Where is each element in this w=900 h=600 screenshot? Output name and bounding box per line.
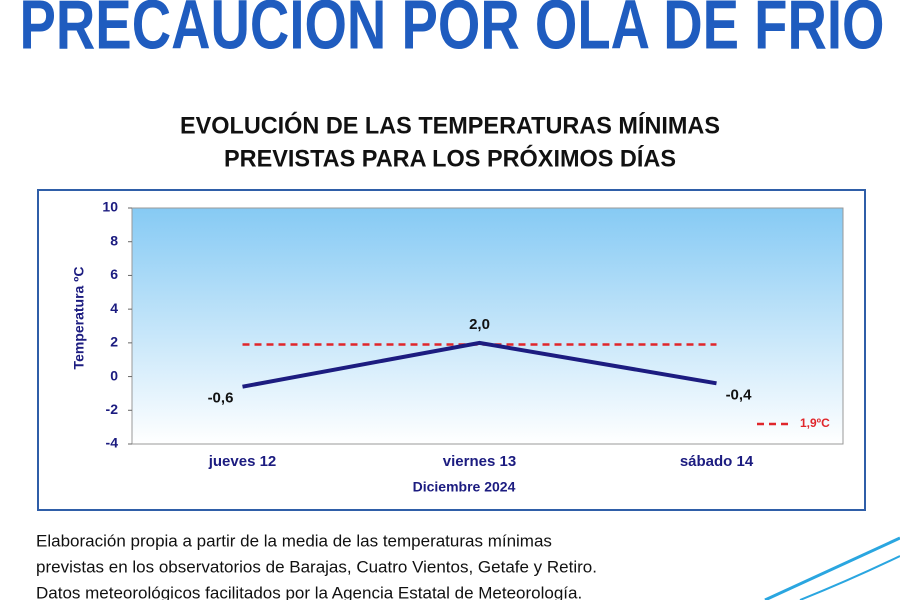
y-tick-label: 4 xyxy=(110,300,118,316)
x-tick-label: jueves 12 xyxy=(208,453,277,470)
data-line xyxy=(242,340,717,389)
plot-area xyxy=(131,207,844,445)
y-tick-label: 8 xyxy=(110,232,118,248)
y-tick-label: 2 xyxy=(110,334,118,350)
chart-title: PREVISTAS PARA LOS PRÓXIMOS DÍAS xyxy=(224,144,676,172)
x-tick-label: viernes 13 xyxy=(443,453,516,470)
legend-label: 1,9ºC xyxy=(800,416,830,430)
footnote-line: Datos meteorológicos facilitados por la … xyxy=(36,583,582,600)
header-title: PRECAUCIÓN POR OLA DE FRÍO xyxy=(20,0,885,63)
y-tick-label: -4 xyxy=(106,435,119,451)
value-label: -0,4 xyxy=(726,386,753,403)
y-tick-label: 0 xyxy=(110,367,118,383)
x-tick-label: sábado 14 xyxy=(680,453,754,470)
decoration-swoosh xyxy=(799,555,900,600)
y-tick-label: 10 xyxy=(102,199,118,215)
y-tick-label: 6 xyxy=(110,266,118,282)
decoration-swoosh xyxy=(764,536,900,600)
x-axis-label: Diciembre 2024 xyxy=(413,479,516,495)
value-label: -0,6 xyxy=(208,390,234,407)
y-axis-label: Temperatura ºC xyxy=(71,267,87,370)
value-label: 2,0 xyxy=(469,316,490,333)
footnote-line: Elaboración propia a partir de la media … xyxy=(36,531,552,550)
chart-title: EVOLUCIÓN DE LAS TEMPERATURAS MÍNIMAS xyxy=(180,111,720,139)
y-tick-label: -2 xyxy=(106,401,119,417)
footnote-line: previstas en los observatorios de Baraja… xyxy=(36,557,597,576)
